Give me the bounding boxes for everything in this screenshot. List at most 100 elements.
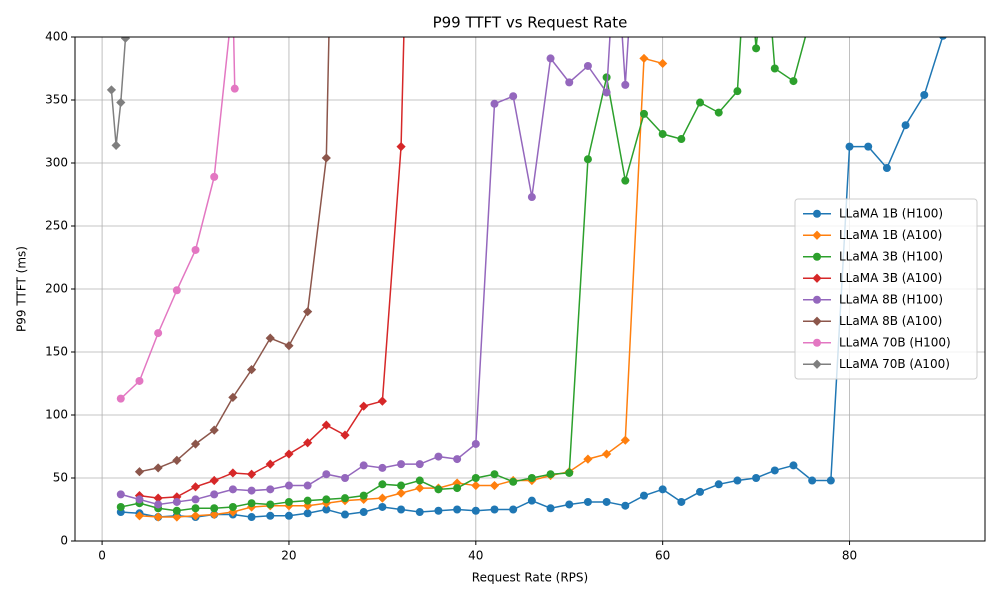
marker xyxy=(111,140,121,150)
marker xyxy=(172,506,181,515)
marker xyxy=(135,376,144,385)
marker xyxy=(770,64,779,73)
marker xyxy=(583,61,592,70)
marker xyxy=(845,142,854,151)
marker xyxy=(813,252,821,261)
marker xyxy=(341,494,350,503)
marker xyxy=(172,492,182,502)
series-line xyxy=(110,38,127,146)
y-tick-label: 350 xyxy=(45,93,68,107)
marker xyxy=(321,420,331,430)
marker xyxy=(266,500,275,509)
marker xyxy=(191,245,200,254)
marker xyxy=(658,130,667,139)
x-tick-label: 40 xyxy=(468,549,483,563)
marker xyxy=(228,502,237,511)
marker xyxy=(377,493,387,503)
marker xyxy=(920,90,929,99)
marker xyxy=(134,467,145,477)
marker xyxy=(154,500,163,509)
marker xyxy=(509,92,518,101)
marker xyxy=(527,496,536,505)
marker xyxy=(322,505,331,514)
marker xyxy=(247,499,256,508)
marker xyxy=(813,338,821,347)
marker xyxy=(453,455,462,464)
marker xyxy=(812,359,822,369)
marker xyxy=(153,512,163,522)
marker xyxy=(116,394,125,403)
marker xyxy=(190,482,201,492)
marker xyxy=(106,85,117,95)
legend-label: LLaMA 8B (A100) xyxy=(839,314,942,328)
marker xyxy=(340,430,350,440)
marker xyxy=(714,480,723,489)
marker xyxy=(209,475,219,486)
marker xyxy=(789,77,798,86)
marker xyxy=(621,501,630,510)
y-tick-label: 200 xyxy=(45,282,68,296)
marker xyxy=(228,485,237,494)
marker xyxy=(116,502,125,511)
plot-area xyxy=(106,37,947,522)
marker xyxy=(434,452,443,461)
marker xyxy=(621,176,630,185)
marker xyxy=(490,505,499,514)
legend-label: LLaMA 1B (A100) xyxy=(839,228,942,242)
marker xyxy=(864,142,873,151)
series-line xyxy=(139,37,405,499)
marker xyxy=(210,172,219,181)
marker xyxy=(453,484,462,493)
marker xyxy=(397,481,406,490)
marker xyxy=(172,455,182,465)
marker xyxy=(471,439,480,448)
marker xyxy=(546,54,555,63)
marker xyxy=(434,485,443,494)
marker xyxy=(639,109,648,118)
marker xyxy=(546,504,555,513)
marker xyxy=(284,341,294,351)
marker xyxy=(303,496,312,505)
marker xyxy=(228,392,238,402)
marker xyxy=(210,490,219,499)
marker xyxy=(490,99,499,108)
marker xyxy=(639,53,649,64)
x-tick-label: 60 xyxy=(655,549,670,563)
marker xyxy=(341,474,350,482)
marker xyxy=(284,449,294,459)
marker xyxy=(134,511,145,521)
legend-box xyxy=(794,198,978,380)
marker xyxy=(397,460,406,469)
marker xyxy=(696,98,705,107)
marker xyxy=(415,460,424,469)
marker xyxy=(397,505,406,514)
y-tick-label: 0 xyxy=(60,534,68,548)
marker xyxy=(247,513,256,522)
chart-title: P99 TTFT vs Request Rate xyxy=(433,14,628,32)
marker xyxy=(378,463,387,472)
y-tick-label: 100 xyxy=(45,408,68,422)
marker xyxy=(453,505,462,514)
marker xyxy=(826,476,835,485)
marker xyxy=(752,44,761,53)
legend-label: LLaMA 3B (H100) xyxy=(839,249,943,263)
marker xyxy=(359,508,368,517)
marker xyxy=(246,469,257,479)
marker xyxy=(209,425,219,435)
legend-label: LLaMA 70B (A100) xyxy=(839,357,950,371)
marker xyxy=(322,495,331,504)
marker xyxy=(583,497,592,506)
marker xyxy=(284,481,293,490)
marker xyxy=(359,401,369,411)
marker xyxy=(415,508,424,517)
marker xyxy=(639,491,648,500)
marker xyxy=(303,307,313,317)
marker xyxy=(696,487,705,496)
marker xyxy=(135,495,144,504)
marker xyxy=(621,80,630,89)
marker xyxy=(812,230,822,240)
marker xyxy=(210,504,219,513)
marker xyxy=(901,121,910,130)
marker xyxy=(812,273,822,283)
